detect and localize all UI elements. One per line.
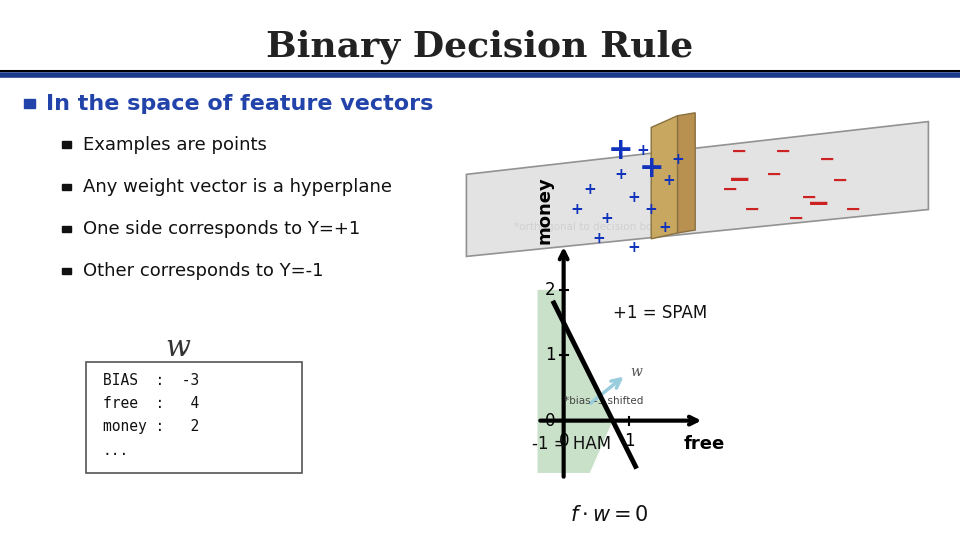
Text: Examples are points: Examples are points: [83, 136, 267, 154]
Text: +: +: [584, 181, 596, 197]
Text: In the space of feature vectors: In the space of feature vectors: [46, 93, 434, 114]
Text: +: +: [608, 137, 634, 165]
Text: −: −: [802, 188, 818, 207]
Polygon shape: [467, 122, 928, 256]
Text: +: +: [627, 240, 640, 255]
Text: w: w: [631, 364, 642, 379]
Text: 2: 2: [545, 281, 556, 299]
Bar: [24, 99, 35, 108]
Text: +: +: [592, 231, 605, 246]
Text: BIAS  :  -3
free  :   4
money :   2
...: BIAS : -3 free : 4 money : 2 ...: [103, 373, 199, 458]
Text: +: +: [645, 202, 658, 217]
Text: One side corresponds to Y=+1: One side corresponds to Y=+1: [83, 220, 360, 238]
Text: Binary Decision Rule: Binary Decision Rule: [266, 30, 694, 64]
Text: −: −: [832, 171, 849, 190]
Text: +: +: [601, 211, 613, 226]
Text: −: −: [806, 190, 830, 218]
Text: w: w: [165, 334, 190, 362]
FancyBboxPatch shape: [86, 362, 302, 472]
Text: money: money: [535, 177, 553, 244]
Text: $f \cdot w = 0$: $f \cdot w = 0$: [570, 505, 649, 525]
Bar: [62, 184, 71, 190]
Polygon shape: [678, 113, 695, 233]
Text: −: −: [766, 165, 782, 184]
Text: −: −: [744, 200, 760, 219]
Text: +: +: [570, 202, 583, 217]
Text: −: −: [722, 179, 738, 199]
Polygon shape: [651, 116, 678, 239]
Text: +1 = SPAM: +1 = SPAM: [612, 304, 707, 322]
Text: +: +: [636, 144, 649, 158]
Text: 0: 0: [559, 433, 569, 450]
Text: −: −: [788, 209, 804, 228]
Text: *orthogonal to decision boundary: *orthogonal to decision boundary: [514, 222, 689, 232]
Text: Other corresponds to Y=-1: Other corresponds to Y=-1: [83, 262, 324, 280]
Text: Any weight vector is a hyperplane: Any weight vector is a hyperplane: [83, 178, 392, 196]
Text: −: −: [846, 200, 862, 219]
Text: +: +: [662, 173, 675, 188]
Polygon shape: [538, 290, 612, 473]
Text: −: −: [819, 150, 835, 169]
Text: −: −: [728, 166, 751, 194]
Text: 1: 1: [545, 346, 556, 364]
Bar: [62, 141, 71, 148]
Text: 1: 1: [624, 433, 635, 450]
Bar: [62, 226, 71, 232]
Text: −: −: [731, 141, 748, 160]
Text: +: +: [638, 154, 664, 183]
Text: *bias -3 shifted: *bias -3 shifted: [564, 396, 643, 406]
Text: +: +: [614, 167, 627, 182]
Bar: [62, 268, 71, 274]
Text: +: +: [671, 152, 684, 167]
Text: −: −: [775, 141, 791, 160]
Text: free: free: [684, 435, 725, 453]
Text: +: +: [627, 190, 640, 205]
Text: +: +: [658, 220, 671, 234]
Text: 0: 0: [545, 411, 556, 430]
Text: -1 = HAM: -1 = HAM: [532, 435, 612, 453]
